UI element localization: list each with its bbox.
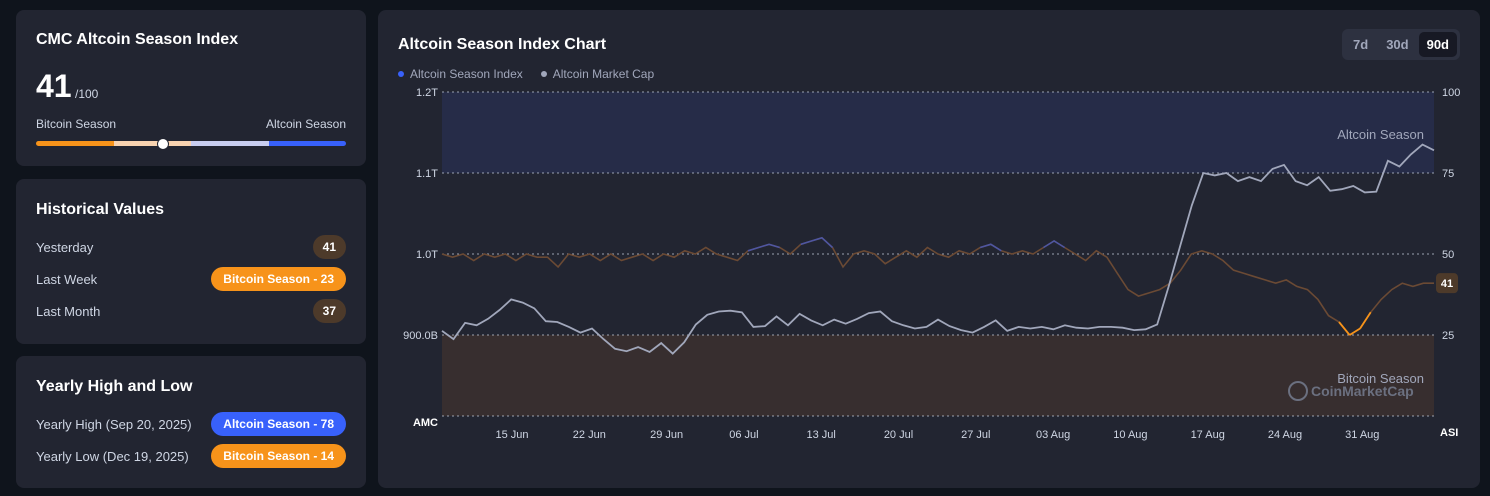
altcoin-season-zone — [442, 92, 1434, 173]
bitcoin-season-zone-label: Bitcoin Season — [1337, 371, 1424, 386]
x-axis-tick: 24 Aug — [1268, 429, 1302, 441]
x-axis-tick: 20 Jul — [884, 429, 913, 441]
left-axis-tick: 1.0T — [416, 249, 438, 261]
x-axis-tick: 03 Aug — [1036, 429, 1070, 441]
tab-7d[interactable]: 7d — [1353, 37, 1369, 52]
history-row-yesterday: Yesterday 41 — [36, 235, 346, 259]
x-axis-tick: 17 Aug — [1191, 429, 1225, 441]
coinmarketcap-watermark: CoinMarketCap — [1311, 383, 1414, 399]
yearly-row-low: Yearly Low (Dec 19, 2025) Bitcoin Season… — [36, 444, 346, 468]
gauge-segment-bitcoin-light — [113, 141, 191, 146]
yearly-row-high: Yearly High (Sep 20, 2025) Altcoin Seaso… — [36, 412, 346, 436]
index-value: 41 — [36, 68, 72, 104]
historical-title: Historical Values — [36, 201, 165, 218]
x-axis-tick: 10 Aug — [1113, 429, 1147, 441]
chart-title: Altcoin Season Index Chart — [398, 36, 607, 53]
bitcoin-season-label: Bitcoin Season — [36, 117, 117, 131]
history-label: Yesterday — [36, 239, 94, 255]
x-axis-tick: 13 Jul — [807, 429, 836, 441]
right-axis-tick: 100 — [1442, 87, 1460, 99]
left-axis-tick: 900.0B — [403, 330, 438, 342]
series-index-bitcoin-segments — [1338, 311, 1372, 336]
altcoin-season-zone-label: Altcoin Season — [1337, 127, 1424, 142]
x-axis-tick: 29 Jun — [650, 429, 683, 441]
x-axis-tick: 22 Jun — [573, 429, 606, 441]
right-axis-tick: 25 — [1442, 330, 1454, 342]
history-row-last-week: Last Week Bitcoin Season - 23 — [36, 267, 346, 291]
series-index-altcoin-segments — [748, 238, 1202, 251]
history-label: Last Week — [36, 271, 98, 287]
right-axis-tick: 75 — [1442, 168, 1454, 180]
gauge-segment-altcoin — [268, 141, 346, 146]
index-max: /100 — [75, 87, 99, 101]
history-value-badge: Bitcoin Season - 23 — [211, 267, 346, 291]
yearly-low-badge: Bitcoin Season - 14 — [211, 444, 346, 468]
altcoin-season-label: Altcoin Season — [265, 117, 346, 131]
yearly-label: Yearly Low (Dec 19, 2025) — [36, 448, 189, 464]
chart-card: 1.2T 1.1T 1.0T 900.0B AMC 100 75 50 25 ASI 15 Jun 2… — [378, 10, 1480, 488]
tab-30d[interactable]: 30d — [1386, 37, 1409, 52]
legend-label-marketcap: Altcoin Market Cap — [552, 67, 655, 81]
current-value-text: 41 — [1441, 278, 1453, 290]
right-axis-tick: 50 — [1442, 249, 1454, 261]
x-axis-tick: 27 Jul — [961, 429, 990, 441]
timeframe-tabs: 7d 30d 90d — [1342, 29, 1460, 60]
current-value-badge — [1436, 273, 1458, 294]
x-axis-tick: 06 Jul — [729, 429, 758, 441]
history-value-badge: 41 — [312, 235, 346, 259]
index-title: CMC Altcoin Season Index — [36, 31, 239, 48]
legend-item-marketcap[interactable]: Altcoin Market Cap — [540, 67, 655, 81]
series-marketcap-line — [441, 143, 1435, 355]
yearly-high-badge: Altcoin Season - 78 — [211, 412, 346, 436]
left-axis-label: AMC — [413, 417, 438, 429]
chart-legend: Altcoin Season Index Altcoin Market Cap — [398, 67, 654, 81]
season-gauge — [36, 141, 346, 146]
index-card: CMC Altcoin Season Index 41 /100 Bitcoin… — [16, 10, 366, 166]
yearly-high-low-card: Yearly High and Low Yearly High (Sep 20,… — [16, 356, 366, 488]
legend-dot-index — [398, 71, 404, 77]
history-value-badge: 37 — [312, 299, 346, 323]
gauge-segment-altcoin-light — [191, 141, 269, 146]
yearly-title: Yearly High and Low — [36, 378, 193, 395]
coinmarketcap-logo-icon — [1288, 381, 1308, 401]
bitcoin-season-zone — [442, 335, 1434, 416]
legend-label-index: Altcoin Season Index — [410, 67, 523, 81]
series-index-line — [441, 236, 1434, 337]
gauge-knob — [157, 138, 170, 150]
x-axis-tick: 31 Aug — [1345, 429, 1379, 441]
gauge-segment-bitcoin — [36, 141, 114, 146]
yearly-label: Yearly High (Sep 20, 2025) — [36, 416, 192, 432]
history-row-last-month: Last Month 37 — [36, 299, 346, 323]
legend-item-index[interactable]: Altcoin Season Index — [398, 67, 523, 81]
x-axis-tick: 15 Jun — [495, 429, 528, 441]
tab-90d[interactable]: 90d — [1418, 32, 1457, 57]
left-axis-tick: 1.1T — [416, 168, 438, 180]
history-label: Last Month — [36, 303, 101, 319]
left-axis-tick: 1.2T — [416, 87, 438, 99]
legend-dot-marketcap — [540, 71, 547, 77]
altcoin-season-chart[interactable]: 1.2T 1.1T 1.0T 900.0B AMC 100 75 50 25 ASI 15 Jun 2… — [378, 10, 1480, 488]
right-axis-label: ASI — [1440, 427, 1458, 439]
historical-values-card: Historical Values Yesterday 41 Last Week… — [16, 179, 366, 344]
